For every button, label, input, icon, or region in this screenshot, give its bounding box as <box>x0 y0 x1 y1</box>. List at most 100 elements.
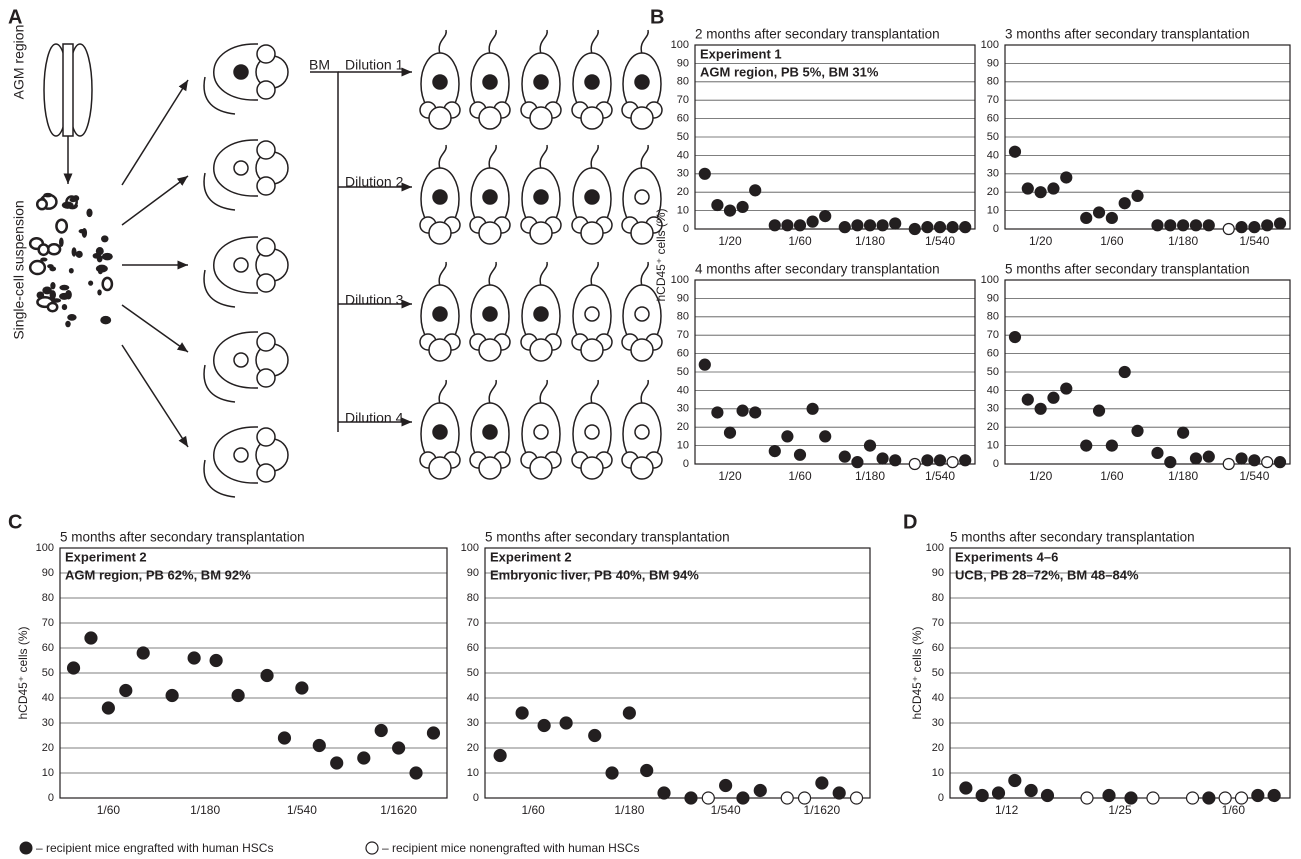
dilution-label: Dilution 3 <box>345 292 404 308</box>
arrow <box>122 305 188 352</box>
y-tick-label: 30 <box>987 403 999 415</box>
y-tick-label: 50 <box>677 131 689 143</box>
data-point <box>623 707 635 719</box>
data-point <box>278 732 290 744</box>
y-axis-label: hCD45⁺ cells (%) <box>654 208 668 301</box>
y-tick-label: 80 <box>42 592 54 604</box>
cell <box>67 314 76 321</box>
x-tick-label: 1/20 <box>1029 234 1053 248</box>
data-point <box>375 725 387 737</box>
chart-title: 2 months after secondary transplantation <box>695 27 940 42</box>
x-tick-label: 1/180 <box>855 234 885 248</box>
data-point <box>1203 220 1214 231</box>
legend-text: – recipient mice nonengrafted with human… <box>382 841 639 855</box>
data-point <box>720 780 732 792</box>
y-tick-label: 40 <box>987 149 999 161</box>
data-point <box>947 222 958 233</box>
data-point <box>1190 220 1201 231</box>
data-point <box>820 211 831 222</box>
mouse-tail <box>439 30 446 54</box>
y-tick-label: 70 <box>677 94 689 106</box>
x-tick-label: 1/20 <box>1029 469 1053 483</box>
data-point <box>877 453 888 464</box>
y-tick-label: 20 <box>987 186 999 198</box>
annotation: Experiment 2 <box>490 549 572 564</box>
y-tick-label: 0 <box>683 223 689 235</box>
mouse-dot <box>585 190 599 204</box>
data-point <box>699 168 710 179</box>
data-point <box>1252 790 1264 802</box>
y-tick-label: 10 <box>42 767 54 779</box>
mouse-tail <box>540 380 547 404</box>
data-point <box>1275 457 1286 468</box>
annotation: Experiment 2 <box>65 549 147 564</box>
y-tick-label: 30 <box>932 717 944 729</box>
y-tick-label: 70 <box>467 617 479 629</box>
panel-label: B <box>650 6 664 28</box>
x-tick-label: 1/540 <box>1239 234 1269 248</box>
mouse-head <box>530 339 552 361</box>
mouse-dot <box>585 307 599 321</box>
x-tick-label: 1/540 <box>925 469 955 483</box>
cell <box>50 290 56 299</box>
cell <box>48 244 60 254</box>
data-point <box>68 662 80 674</box>
data-point <box>1190 453 1201 464</box>
data-point <box>393 742 405 754</box>
data-point <box>890 218 901 229</box>
x-tick-label: 1/60 <box>521 803 545 817</box>
data-point <box>1132 190 1143 201</box>
mouse-dot <box>534 190 548 204</box>
mouse-tail <box>540 30 547 54</box>
y-tick-label: 60 <box>987 348 999 360</box>
data-point <box>851 792 863 804</box>
mouse-ear <box>257 464 275 482</box>
data-point <box>1275 218 1286 229</box>
data-point <box>261 670 273 682</box>
mouse-ear <box>257 45 275 63</box>
data-point <box>1147 792 1159 804</box>
data-point <box>1119 367 1130 378</box>
mouse-tail <box>641 145 648 169</box>
mouse-dot <box>635 307 649 321</box>
y-tick-label: 60 <box>467 642 479 654</box>
y-tick-label: 30 <box>677 403 689 415</box>
y-tick-label: 10 <box>677 205 689 217</box>
mouse-dot <box>635 425 649 439</box>
y-tick-label: 20 <box>677 186 689 198</box>
data-point <box>750 407 761 418</box>
y-tick-label: 40 <box>932 692 944 704</box>
data-point <box>1061 383 1072 394</box>
data-point <box>1249 222 1260 233</box>
chart-title: 5 months after secondary transplantation <box>1005 262 1250 277</box>
chart-title: 5 months after secondary transplantation <box>60 530 305 545</box>
data-point <box>1106 212 1117 223</box>
mouse-head <box>479 339 501 361</box>
mouse-head <box>631 457 653 479</box>
figure: A B C D AGM region Single-cell suspensio… <box>0 0 1301 859</box>
mouse-tail <box>439 145 446 169</box>
data-point <box>1081 212 1092 223</box>
y-tick-label: 30 <box>42 717 54 729</box>
data-point <box>120 685 132 697</box>
data-point <box>1132 425 1143 436</box>
data-point <box>1187 792 1199 804</box>
y-tick-label: 90 <box>932 567 944 579</box>
x-tick-label: 1/60 <box>1100 234 1124 248</box>
mouse-tail <box>591 145 598 169</box>
mouse-head <box>631 222 653 244</box>
mouse-tail <box>591 380 598 404</box>
panel-label: C <box>8 511 22 533</box>
y-tick-label: 80 <box>932 592 944 604</box>
cell <box>102 253 113 261</box>
y-tick-label: 70 <box>987 94 999 106</box>
data-point <box>909 224 920 235</box>
cell <box>47 264 54 268</box>
cell <box>37 199 46 209</box>
x-tick-label: 1/60 <box>788 234 812 248</box>
cell <box>101 235 109 242</box>
data-point <box>795 449 806 460</box>
mouse-tail <box>489 145 496 169</box>
y-tick-label: 100 <box>981 39 999 51</box>
mouse-head <box>479 457 501 479</box>
